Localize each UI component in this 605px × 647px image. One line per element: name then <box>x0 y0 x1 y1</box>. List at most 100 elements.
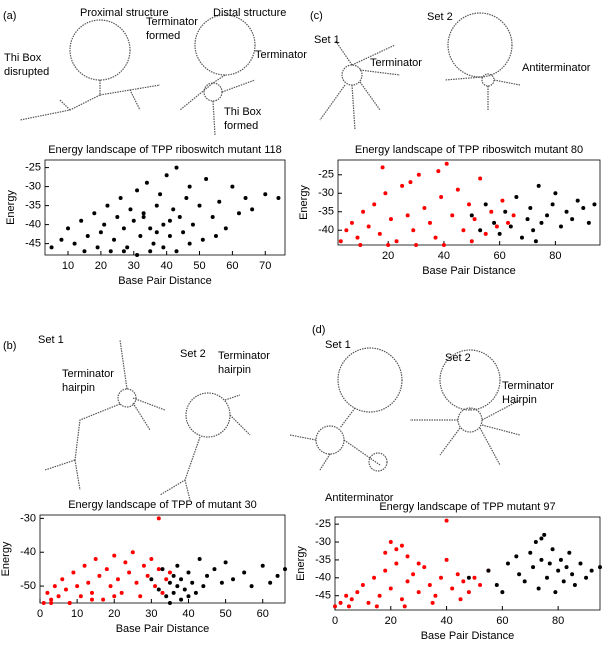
y-tick-label: -35 <box>318 206 334 218</box>
x-tick-label: 60 <box>496 615 508 627</box>
annotation: Antiterminator <box>325 492 394 504</box>
panel-label: (a) <box>3 10 16 22</box>
point <box>49 601 54 605</box>
point <box>249 584 254 589</box>
point <box>179 597 184 602</box>
point <box>108 249 113 254</box>
y-tick-label: -25 <box>25 162 41 174</box>
x-tick-label: 30 <box>145 608 157 620</box>
point <box>177 215 182 219</box>
point <box>164 577 169 582</box>
point <box>545 575 549 580</box>
point <box>236 211 241 216</box>
point <box>458 597 463 602</box>
point <box>500 590 505 595</box>
point <box>455 572 460 577</box>
y-axis-label: Energy <box>295 546 307 581</box>
point <box>104 567 109 572</box>
point <box>536 183 541 188</box>
annotation: Set 1 <box>314 34 340 46</box>
annotation: Set 2 <box>427 11 453 23</box>
annotation: Set 1 <box>38 334 64 346</box>
point <box>349 597 354 602</box>
point <box>439 575 443 580</box>
point <box>427 582 432 587</box>
point <box>171 590 176 595</box>
point <box>275 573 280 578</box>
point <box>528 550 533 555</box>
point <box>380 165 385 170</box>
point <box>190 222 195 227</box>
point <box>101 597 106 602</box>
point <box>402 604 407 609</box>
point <box>174 249 179 254</box>
x-tick-label: 40 <box>440 615 452 627</box>
point <box>553 191 558 196</box>
point <box>167 234 172 238</box>
x-axis-label: Base Pair Distance <box>118 275 212 287</box>
point <box>161 222 166 227</box>
point <box>497 231 502 236</box>
x-tick-label: 40 <box>161 260 173 272</box>
point <box>450 213 455 218</box>
point <box>405 213 410 218</box>
point <box>408 180 413 185</box>
point <box>570 217 575 222</box>
point <box>506 220 511 225</box>
point <box>82 563 87 568</box>
annotation: Hairpin <box>502 394 537 406</box>
point <box>333 604 337 609</box>
point <box>416 561 421 566</box>
point <box>411 572 416 577</box>
point <box>171 207 176 212</box>
x-tick-label: 60 <box>226 260 238 272</box>
x-tick-label: 50 <box>193 260 205 272</box>
point <box>119 590 124 595</box>
annotation: formed <box>146 30 180 42</box>
point <box>243 196 248 200</box>
point <box>151 241 156 246</box>
point <box>536 586 541 591</box>
point <box>494 224 499 229</box>
point <box>444 518 449 523</box>
plot-frame <box>334 516 601 611</box>
point <box>483 202 488 207</box>
x-tick-label: 40 <box>182 608 194 620</box>
point <box>134 580 139 585</box>
point <box>558 224 563 229</box>
point <box>219 580 224 585</box>
point <box>184 196 189 200</box>
y-tick-label: -30 <box>25 181 41 193</box>
point <box>355 235 360 240</box>
x-axis-label: Base Pair Distance <box>116 623 210 635</box>
point <box>63 587 68 592</box>
rna-structures <box>19 12 521 501</box>
point <box>492 220 497 225</box>
y-tick-label: -50 <box>20 580 36 592</box>
point <box>422 206 427 211</box>
point <box>436 169 441 174</box>
point <box>483 231 488 236</box>
annotation: Terminator <box>255 49 307 61</box>
point <box>201 584 206 589</box>
point <box>230 184 235 189</box>
annotation: Terminator <box>218 350 270 362</box>
annotation: Set 2 <box>445 352 471 364</box>
point <box>283 567 287 572</box>
point <box>533 239 538 244</box>
point <box>75 584 80 589</box>
point <box>141 211 146 216</box>
point <box>97 573 102 578</box>
point <box>346 604 351 609</box>
point <box>338 600 343 605</box>
point <box>411 228 416 233</box>
point <box>355 590 360 595</box>
point <box>276 196 281 200</box>
point <box>205 573 210 578</box>
x-tick-label: 20 <box>108 608 120 620</box>
point <box>118 196 123 200</box>
point <box>260 563 265 568</box>
point <box>414 243 419 247</box>
point <box>156 516 161 521</box>
chart-title: Energy landscape of TPP riboswitch mutan… <box>48 144 282 156</box>
